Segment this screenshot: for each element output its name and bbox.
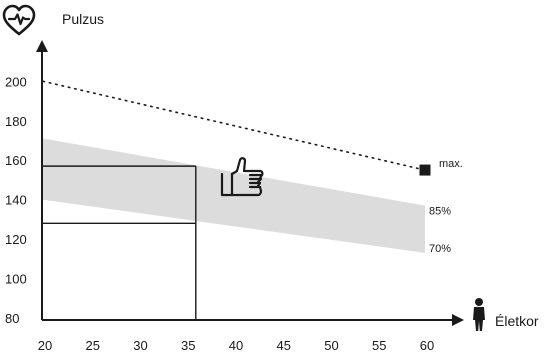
x-tick-label: 40	[229, 338, 243, 353]
x-tick-label: 60	[420, 338, 434, 353]
x-tick-label: 30	[133, 338, 147, 353]
person-icon	[473, 298, 485, 331]
x-tick-label: 50	[324, 338, 338, 353]
y-tick-label: 120	[5, 232, 27, 247]
x-tick-label: 20	[38, 338, 52, 353]
upper-zone-label: 85%	[429, 206, 451, 218]
y-tick-labels: 80 100 120 140 160 180 200	[5, 74, 27, 326]
heart-pulse-icon	[2, 4, 36, 36]
max-pulse-line	[42, 80, 426, 171]
x-tick-label: 25	[86, 338, 100, 353]
y-tick-label: 160	[5, 153, 27, 168]
y-tick-label: 100	[5, 272, 27, 287]
y-tick-label: 80	[5, 311, 19, 326]
example-guides	[42, 165, 197, 320]
x-tick-labels: 20 25 30 35 40 45 50 55 60	[38, 338, 434, 353]
max-label: max.	[439, 158, 463, 170]
y-tick-label: 180	[5, 114, 27, 129]
y-tick-label: 200	[5, 74, 27, 89]
x-tick-label: 55	[372, 338, 386, 353]
lower-zone-label: 70%	[429, 243, 451, 255]
x-axis-title: Életkor	[495, 313, 539, 329]
y-axis-title: Pulzus	[62, 11, 104, 27]
thumbs-up-icon	[220, 157, 264, 197]
x-tick-label: 45	[277, 338, 291, 353]
x-tick-label: 35	[181, 338, 195, 353]
max-pulse-marker	[419, 164, 431, 176]
y-tick-label: 140	[5, 193, 27, 208]
